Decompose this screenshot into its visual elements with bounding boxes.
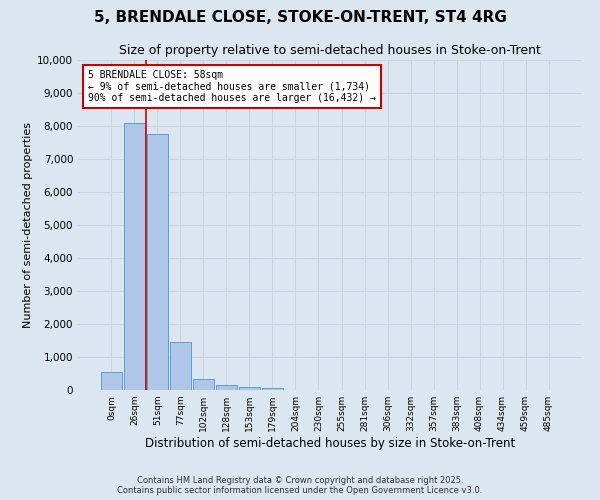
Bar xyxy=(216,385,237,390)
Bar xyxy=(124,122,145,390)
X-axis label: Distribution of semi-detached houses by size in Stoke-on-Trent: Distribution of semi-detached houses by … xyxy=(145,437,515,450)
Bar xyxy=(101,372,122,390)
Title: Size of property relative to semi-detached houses in Stoke-on-Trent: Size of property relative to semi-detach… xyxy=(119,44,541,58)
Y-axis label: Number of semi-detached properties: Number of semi-detached properties xyxy=(23,122,33,328)
Bar xyxy=(193,380,214,390)
Bar xyxy=(262,388,283,390)
Text: 5 BRENDALE CLOSE: 58sqm
← 9% of semi-detached houses are smaller (1,734)
90% of : 5 BRENDALE CLOSE: 58sqm ← 9% of semi-det… xyxy=(88,70,376,103)
Bar xyxy=(147,134,168,390)
Text: 5, BRENDALE CLOSE, STOKE-ON-TRENT, ST4 4RG: 5, BRENDALE CLOSE, STOKE-ON-TRENT, ST4 4… xyxy=(94,10,506,25)
Text: Contains HM Land Registry data © Crown copyright and database right 2025.
Contai: Contains HM Land Registry data © Crown c… xyxy=(118,476,482,495)
Bar xyxy=(170,342,191,390)
Bar xyxy=(239,386,260,390)
